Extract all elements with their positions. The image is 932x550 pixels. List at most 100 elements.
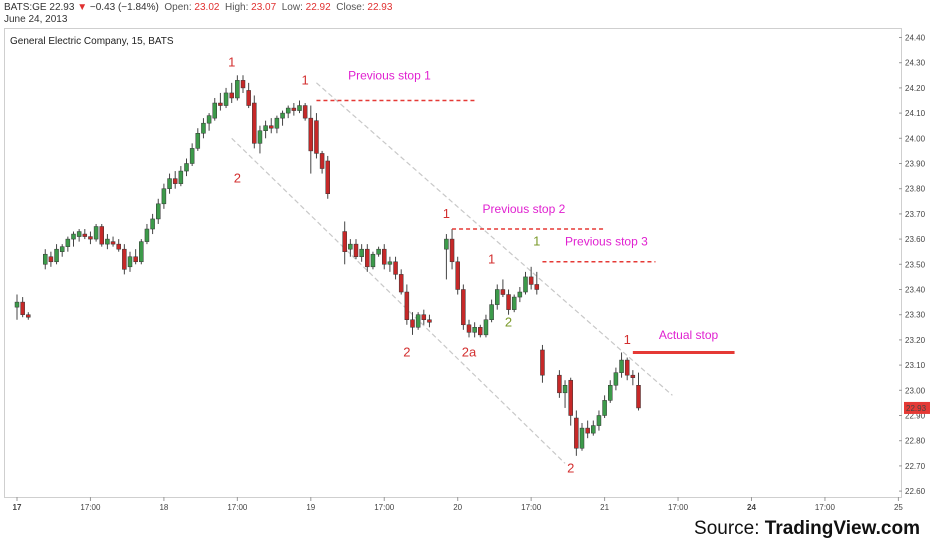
- candle-body: [99, 226, 104, 245]
- x-tick-label: 17:00: [227, 503, 248, 512]
- candle-body: [59, 246, 65, 252]
- candle: [353, 239, 359, 260]
- y-tick-label: 22.60: [905, 487, 926, 496]
- candle-body: [20, 301, 25, 315]
- wave-label: 2a: [462, 345, 477, 360]
- close-label: Close:: [336, 2, 365, 13]
- y-tick-label: 23.50: [905, 260, 926, 269]
- candle-body: [116, 243, 121, 250]
- candle: [376, 246, 381, 257]
- candle: [421, 309, 427, 325]
- candle: [223, 87, 229, 109]
- y-tick-label: 24.10: [905, 109, 926, 118]
- candle-body: [636, 385, 641, 409]
- candle-body: [624, 359, 630, 376]
- candle: [608, 380, 613, 403]
- candle: [466, 319, 472, 338]
- candle: [427, 314, 432, 328]
- candle: [449, 229, 455, 270]
- candle-body: [71, 233, 76, 240]
- candle: [562, 380, 568, 408]
- candle-body: [82, 233, 88, 237]
- stop-label: Actual stop: [659, 328, 719, 342]
- candle-body: [150, 218, 155, 230]
- y-tick-label: 23.60: [905, 235, 926, 244]
- candle-body: [540, 349, 545, 376]
- candle-body: [229, 92, 234, 99]
- candle: [410, 312, 415, 335]
- candle: [218, 92, 223, 111]
- candle: [302, 103, 308, 121]
- low-value: 22.92: [305, 2, 331, 13]
- wave-label: 2: [505, 314, 512, 329]
- candle-body: [263, 125, 268, 131]
- candle-body: [297, 105, 302, 111]
- candle: [139, 239, 144, 265]
- candle-body: [285, 107, 291, 114]
- source-prefix: Source:: [694, 518, 765, 539]
- candle: [235, 75, 240, 101]
- candle: [76, 229, 82, 242]
- trend-channel-line: [231, 137, 566, 464]
- x-tick-label: 17: [13, 503, 22, 512]
- stop-label: Previous stop 3: [565, 235, 648, 249]
- candle: [319, 150, 325, 174]
- last-price-label: 22.93: [906, 404, 927, 413]
- candle-body: [630, 374, 636, 378]
- candle-body: [404, 291, 410, 320]
- candle: [229, 82, 234, 104]
- candle-body: [274, 117, 280, 129]
- wave-label: 1: [302, 72, 309, 87]
- candle-body: [387, 261, 393, 265]
- candle-body: [76, 231, 82, 237]
- candle-body: [348, 243, 353, 250]
- y-tick-label: 22.90: [905, 412, 926, 421]
- symbol-header: BATS:GE 22.93 ▼ −0.43 (−1.84%) Open: 23.…: [4, 2, 392, 14]
- candle-body: [365, 248, 370, 268]
- candle-body: [88, 236, 93, 240]
- candle-body: [161, 188, 167, 205]
- candle: [269, 118, 274, 134]
- y-tick-label: 24.40: [905, 34, 926, 43]
- wave-label: 1: [443, 206, 450, 221]
- candle: [613, 367, 619, 391]
- candle: [65, 236, 71, 252]
- candle-body: [342, 231, 347, 252]
- candle-body: [500, 289, 506, 295]
- candle-body: [517, 291, 523, 298]
- candle-body: [619, 359, 624, 373]
- candle: [285, 105, 291, 119]
- candle-body: [325, 160, 330, 194]
- candle-body: [246, 90, 251, 106]
- candle-body: [472, 327, 477, 333]
- chart-date: June 24, 2013: [4, 14, 68, 25]
- candle-body: [421, 314, 427, 320]
- candle: [88, 231, 93, 245]
- y-tick-label: 23.70: [905, 210, 926, 219]
- candle-body: [506, 294, 511, 310]
- candle: [630, 370, 636, 386]
- candle-body: [585, 427, 590, 434]
- candle: [387, 256, 393, 272]
- wave-label: 1: [624, 332, 631, 347]
- candle: [43, 249, 48, 270]
- candle-body: [489, 304, 494, 320]
- candle-body: [291, 107, 297, 111]
- candle: [624, 357, 630, 381]
- candle: [591, 420, 596, 436]
- candle-body: [240, 80, 246, 89]
- high-label: High:: [225, 2, 249, 13]
- candle-body: [427, 319, 432, 323]
- chart-plot-area[interactable]: [4, 28, 902, 498]
- candle: [252, 95, 257, 149]
- y-tick-label: 24.20: [905, 84, 926, 93]
- candle: [557, 370, 562, 398]
- candle: [523, 271, 528, 295]
- y-tick-label: 23.90: [905, 160, 926, 169]
- candle: [116, 239, 121, 252]
- candle: [133, 249, 138, 265]
- y-tick-label: 23.00: [905, 386, 926, 395]
- candle-body: [444, 238, 449, 250]
- wave-label: 2: [403, 345, 410, 360]
